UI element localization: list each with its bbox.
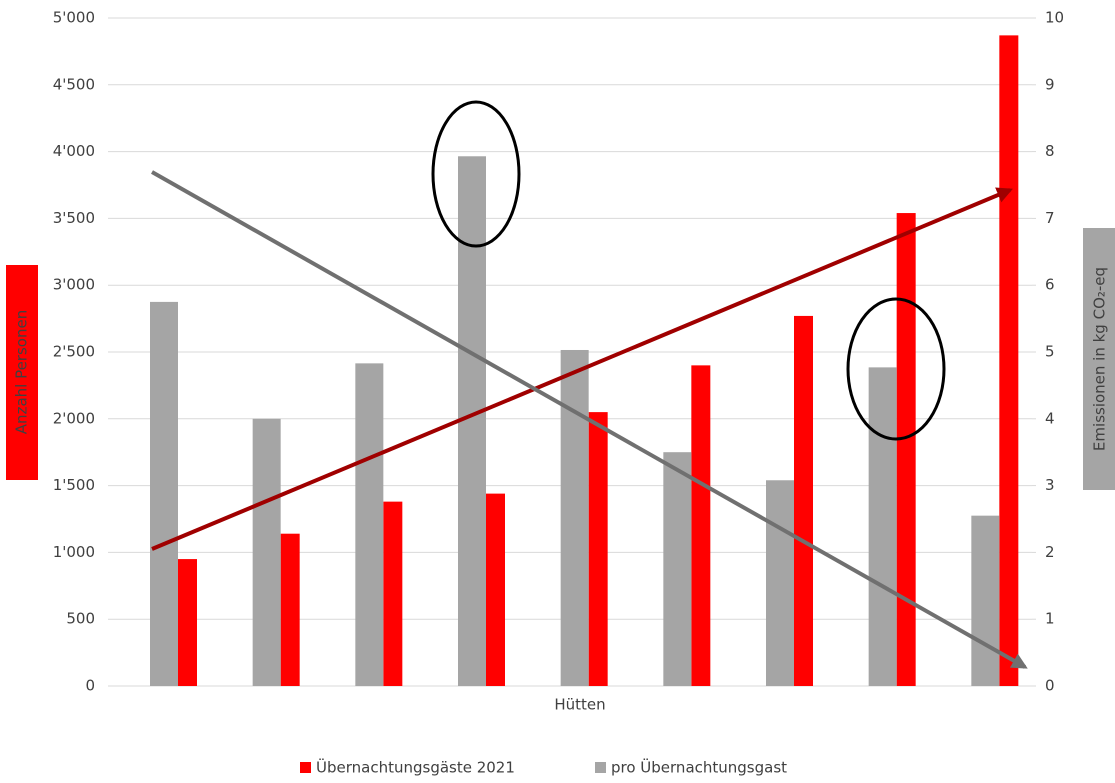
y2-tick-label: 1 — [1045, 610, 1055, 628]
y2-tick-label: 7 — [1045, 209, 1055, 227]
bar — [252, 418, 281, 686]
trend-arrow — [151, 187, 1013, 551]
bar — [588, 412, 608, 686]
y2-tick-label: 2 — [1045, 543, 1055, 561]
bar — [691, 365, 711, 686]
y-tick-label: 4'500 — [53, 75, 95, 93]
y2-tick-label: 6 — [1045, 276, 1055, 294]
y-tick-label: 2'500 — [53, 343, 95, 361]
y-tick-label: 1'500 — [53, 476, 95, 494]
y-tick-label: 2'000 — [53, 409, 95, 427]
legend-swatch — [595, 762, 606, 773]
bar — [766, 480, 794, 686]
y-tick-label: 500 — [66, 610, 95, 628]
bar — [560, 349, 589, 686]
y-tick-label: 1'000 — [53, 543, 95, 561]
bar — [663, 452, 692, 686]
y2-tick-label: 9 — [1045, 75, 1055, 93]
bar — [150, 301, 178, 686]
y-tick-label: 4'000 — [53, 142, 95, 160]
highlight-ellipse — [846, 297, 946, 441]
y2-axis-label: Emissionen in kg CO₂-eq — [1091, 267, 1109, 451]
y2-tick-label: 5 — [1045, 343, 1055, 361]
y2-tick-label: 4 — [1045, 409, 1055, 427]
y-tick-label: 0 — [85, 677, 95, 695]
y2-label-box — [1083, 228, 1115, 490]
y2-tick-label: 8 — [1045, 142, 1055, 160]
bar — [794, 315, 813, 686]
y-tick-label: 5'000 — [53, 9, 95, 27]
bar — [999, 35, 1019, 687]
bar — [896, 213, 916, 686]
bar — [486, 493, 505, 686]
bar — [178, 559, 197, 686]
y-label-box — [6, 265, 38, 480]
y2-tick-label: 0 — [1045, 677, 1055, 695]
x-axis-label: Hütten — [554, 696, 605, 714]
bar — [868, 367, 897, 686]
y-tick-label: 3'000 — [53, 276, 95, 294]
trend-arrow — [151, 170, 1028, 669]
y2-tick-label: 10 — [1045, 9, 1064, 27]
y2-tick-label: 3 — [1045, 476, 1055, 494]
bar — [383, 501, 403, 686]
bar — [280, 533, 300, 686]
legend-label: pro Übernachtungsgast — [611, 758, 787, 777]
highlight-ellipse — [431, 100, 521, 248]
legend-swatch — [300, 762, 311, 773]
bar — [971, 515, 1000, 686]
bar — [355, 363, 384, 686]
legend-label: Übernachtungsgäste 2021 — [316, 758, 515, 777]
y-tick-label: 3'500 — [53, 209, 95, 227]
y-axis-label: Anzahl Personen — [13, 310, 31, 434]
